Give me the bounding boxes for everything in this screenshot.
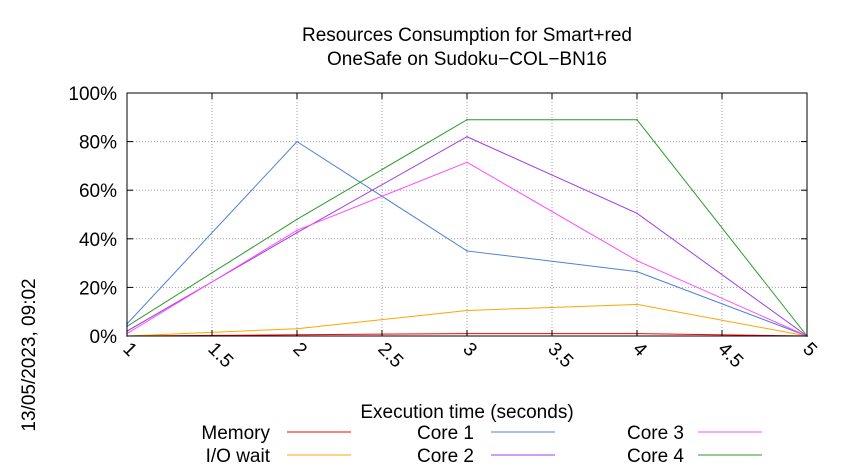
x-tick-label: 4 (628, 339, 651, 362)
x-tick-label: 4.5 (713, 339, 747, 373)
legend-label: Core 3 (627, 423, 684, 444)
x-tick-label: 1 (118, 339, 140, 361)
data-point-core-4 (636, 118, 638, 121)
series-layer (126, 118, 808, 337)
y-tick-label: 100% (68, 84, 117, 105)
y-tick-label: 20% (79, 278, 117, 299)
chart-title-line2: OneSafe on Sudoku−COL−BN16 (327, 49, 607, 70)
side-timestamp: 13/05/2023, 09:02 (19, 278, 40, 431)
x-tick-label: 2.5 (373, 339, 407, 373)
data-point-core-2 (636, 212, 638, 215)
legend-label: Core 4 (627, 446, 684, 467)
data-point-core-2 (466, 135, 468, 138)
data-point-core-1 (466, 250, 468, 252)
y-tick-label: 40% (79, 230, 117, 251)
legend-label: I/O wait (206, 446, 271, 467)
y-tick-label: 80% (79, 133, 117, 154)
ticks: 0% 20% 40% 60% 80% 100% 1 1.5 2 2.5 3 3.5 4 4.5 5 (68, 84, 820, 372)
data-point-core-2 (296, 231, 298, 234)
data-point-core-3 (296, 229, 298, 232)
x-tick-label: 3 (458, 339, 480, 361)
data-point-core-1 (296, 140, 298, 143)
x-tick-label: 1.5 (203, 339, 237, 373)
data-point-core-4 (296, 218, 298, 221)
data-point-core-4 (466, 118, 468, 121)
x-tick-label: 3.5 (543, 339, 577, 373)
x-tick-label: 2 (288, 339, 310, 361)
chart-title-line1: Resources Consumption for Smart+red (302, 25, 632, 46)
x-tick-label: 5 (798, 339, 820, 361)
legend-label: Core 2 (417, 446, 474, 467)
data-point-i-o-wait (466, 309, 468, 312)
data-point-i-o-wait (636, 303, 638, 306)
y-tick-label: 0% (90, 327, 118, 348)
data-point-core-3 (466, 161, 468, 164)
y-tick-label: 60% (79, 181, 117, 202)
x-axis-label: Execution time (seconds) (360, 402, 573, 423)
data-point-core-3 (636, 259, 638, 262)
data-point-core-1 (636, 270, 638, 273)
data-point-i-o-wait (296, 327, 298, 330)
legend-label: Memory (201, 423, 270, 444)
legend-label: Core 1 (417, 423, 474, 444)
